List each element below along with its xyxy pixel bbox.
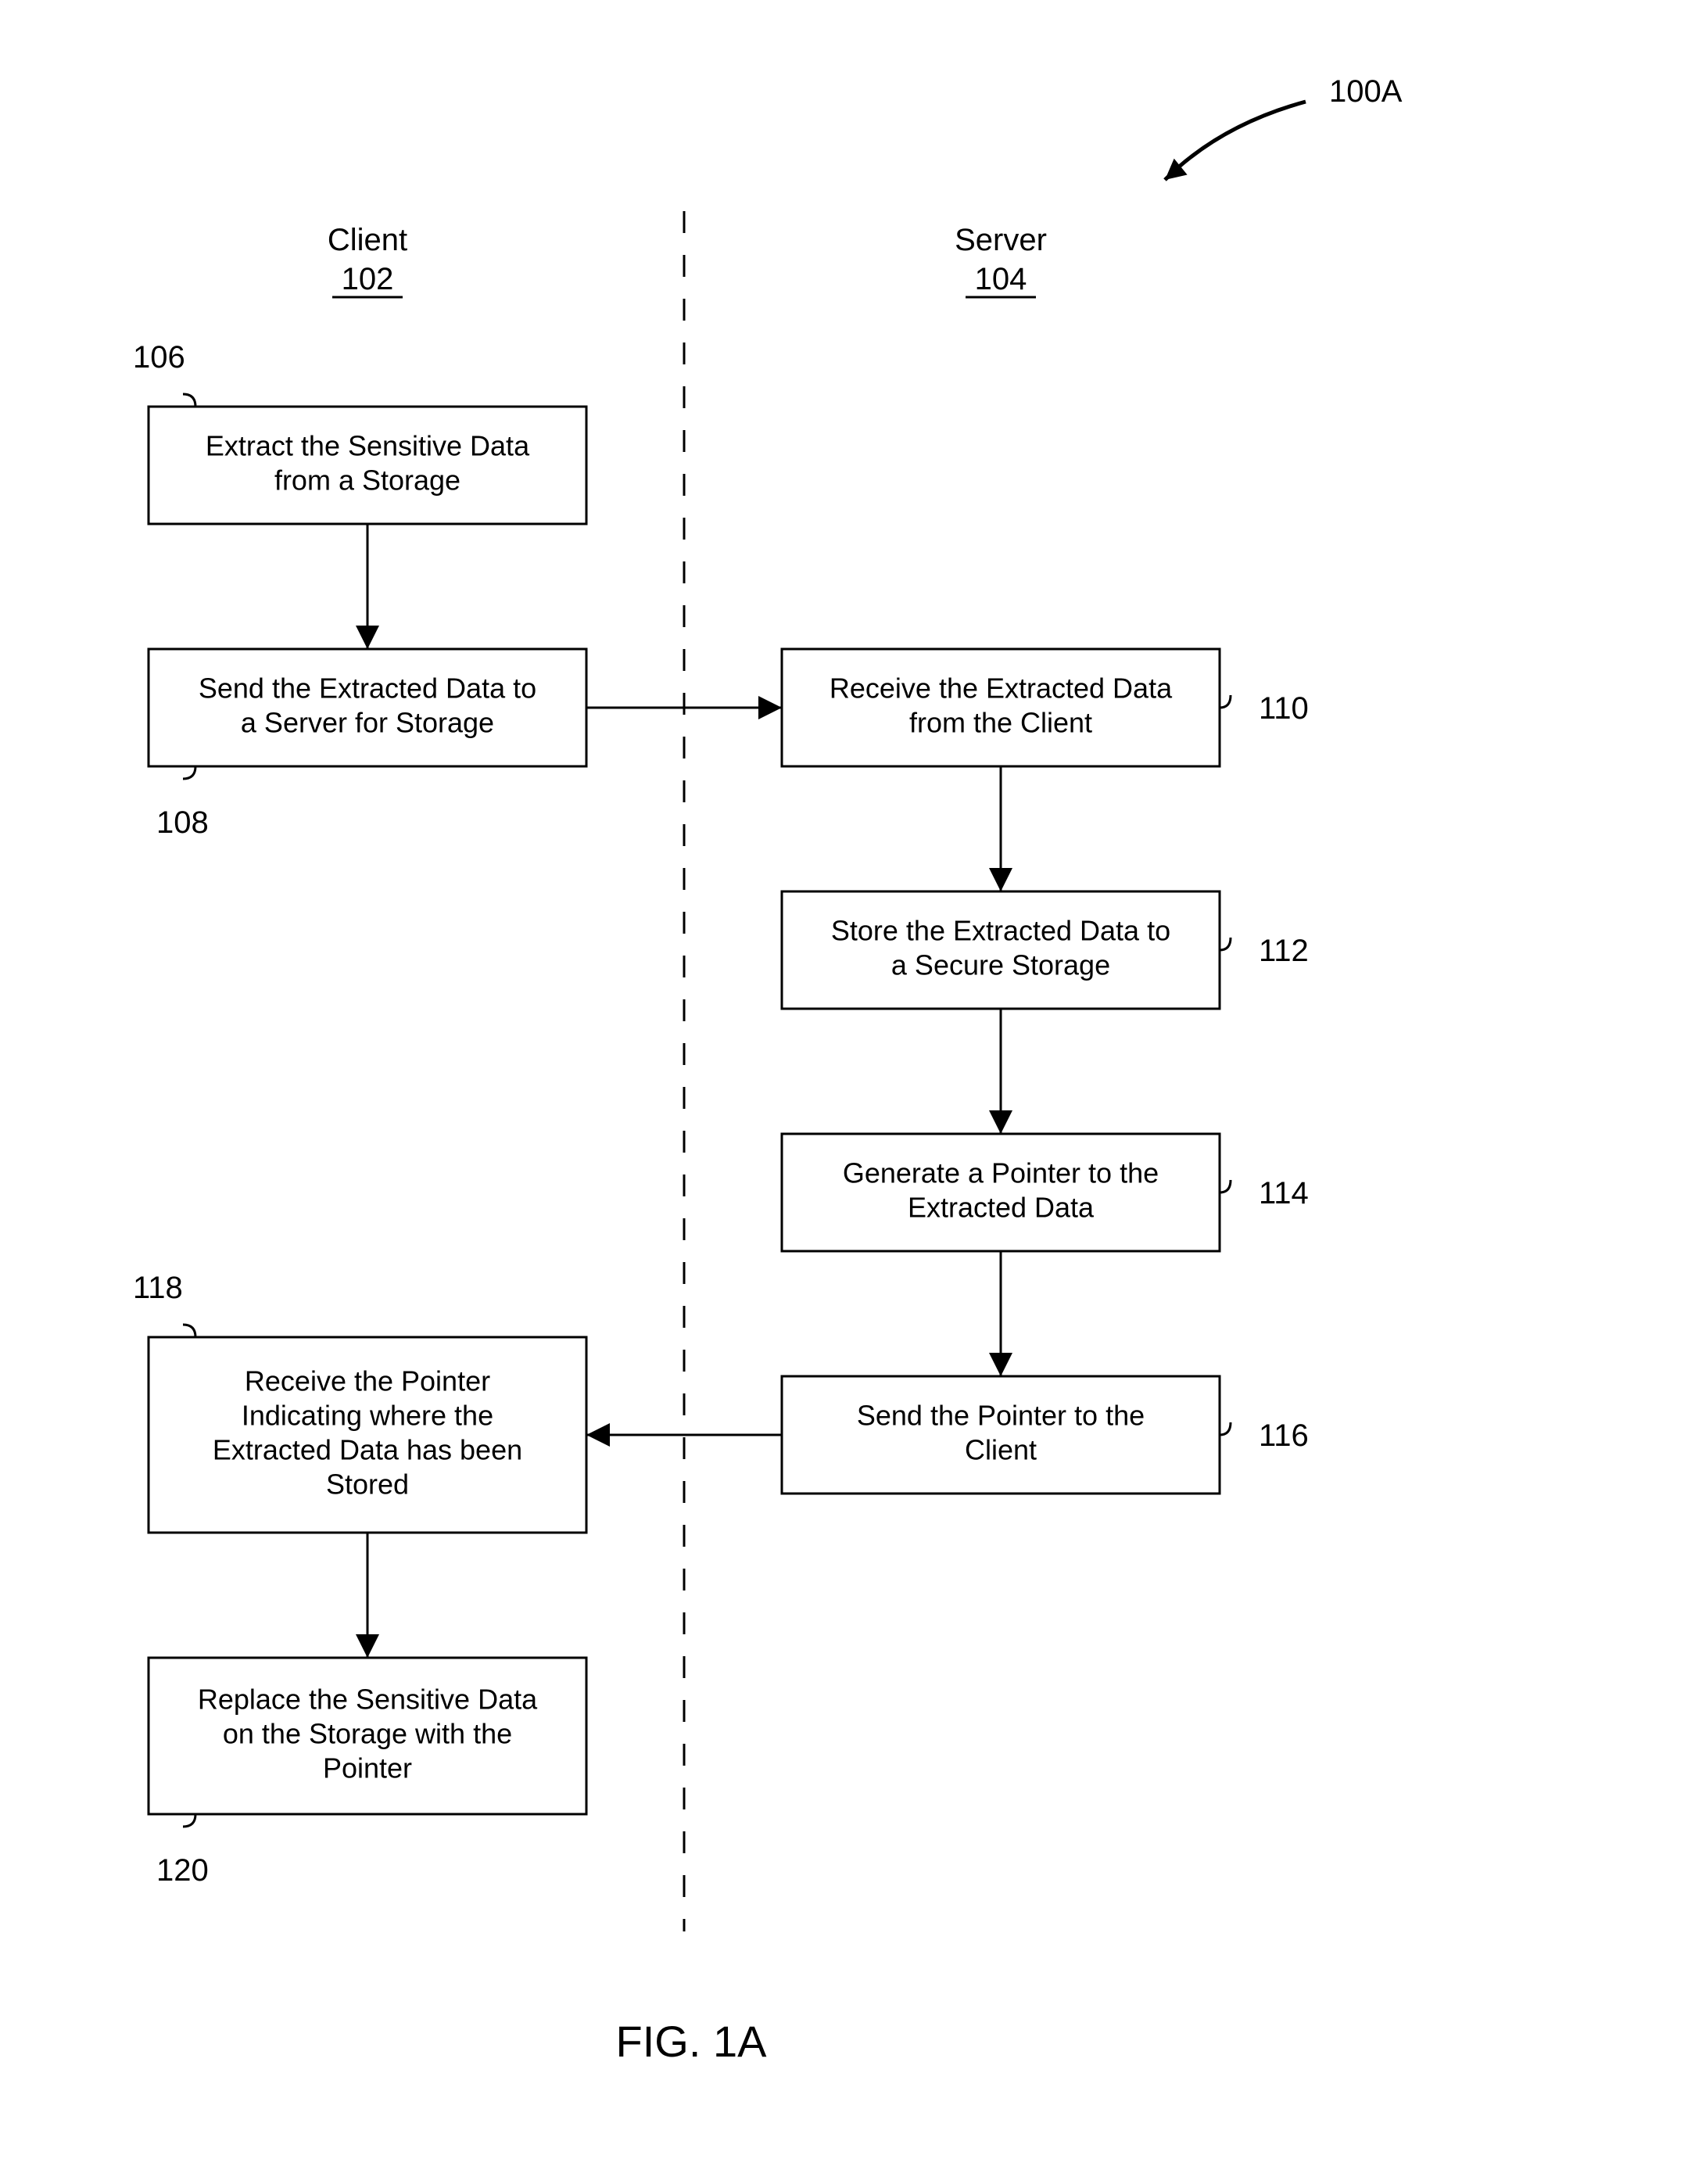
flow-box-text: from a Storage bbox=[274, 464, 460, 497]
figure-ref-arrow bbox=[1165, 102, 1306, 180]
flow-box-text: on the Storage with the bbox=[223, 1718, 512, 1750]
ref-tick bbox=[183, 1325, 195, 1337]
flow-box-120: Replace the Sensitive Dataon the Storage… bbox=[149, 1658, 586, 1814]
ref-tick bbox=[183, 766, 195, 779]
client-column-ref: 102 bbox=[342, 262, 394, 296]
ref-number: 116 bbox=[1259, 1418, 1309, 1453]
client-column-label: Client bbox=[328, 223, 407, 257]
flow-box-text: Receive the Extracted Data bbox=[830, 672, 1173, 705]
server-column-label: Server bbox=[955, 223, 1047, 257]
ref-tick bbox=[1220, 1180, 1231, 1192]
flow-box-text: Pointer bbox=[323, 1752, 412, 1784]
flow-box-108: Send the Extracted Data toa Server for S… bbox=[149, 649, 586, 766]
flow-box-text: Extracted Data bbox=[908, 1192, 1095, 1224]
flow-box-116: Send the Pointer to theClient bbox=[782, 1376, 1220, 1494]
flow-box-text: from the Client bbox=[909, 707, 1092, 739]
ref-number: 120 bbox=[156, 1853, 209, 1888]
ref-number: 108 bbox=[156, 805, 209, 840]
flow-box-text: Send the Pointer to the bbox=[857, 1400, 1145, 1432]
figure-caption: FIG. 1A bbox=[616, 2017, 768, 2066]
flow-box-text: Client bbox=[965, 1434, 1037, 1466]
ref-number: 110 bbox=[1259, 691, 1309, 726]
flow-box-106: Extract the Sensitive Datafrom a Storage bbox=[149, 407, 586, 524]
ref-number: 114 bbox=[1259, 1176, 1309, 1210]
flow-box-text: Generate a Pointer to the bbox=[843, 1157, 1159, 1189]
flow-box-112: Store the Extracted Data toa Secure Stor… bbox=[782, 891, 1220, 1009]
flow-box-text: Receive the Pointer bbox=[245, 1365, 490, 1397]
flow-box-118: Receive the PointerIndicating where theE… bbox=[149, 1337, 586, 1533]
ref-tick bbox=[183, 1814, 195, 1827]
flow-box-text: Stored bbox=[326, 1469, 409, 1501]
ref-tick bbox=[183, 394, 195, 407]
flow-box-text: Indicating where the bbox=[242, 1400, 493, 1432]
flow-box-text: Extracted Data has been bbox=[213, 1434, 522, 1466]
flow-box-text: Extract the Sensitive Data bbox=[206, 430, 530, 462]
ref-number: 112 bbox=[1259, 934, 1309, 968]
flow-box-text: a Server for Storage bbox=[241, 707, 494, 739]
ref-tick bbox=[1220, 938, 1231, 950]
ref-tick bbox=[1220, 695, 1231, 708]
flow-box-text: Replace the Sensitive Data bbox=[198, 1684, 538, 1716]
ref-tick bbox=[1220, 1422, 1231, 1435]
flow-box-text: Store the Extracted Data to bbox=[831, 915, 1170, 947]
flow-box-text: a Secure Storage bbox=[891, 949, 1110, 981]
figure-ref-label: 100A bbox=[1329, 74, 1403, 109]
ref-number: 106 bbox=[133, 340, 185, 375]
flow-box-text: Send the Extracted Data to bbox=[199, 672, 536, 705]
flowchart-svg: 100A Client 102 Server 104 Extract the Sensit… bbox=[0, 0, 1695, 2184]
server-column-ref: 104 bbox=[975, 262, 1027, 296]
flow-box-110: Receive the Extracted Datafrom the Clien… bbox=[782, 649, 1220, 766]
flow-box-114: Generate a Pointer to theExtracted Data bbox=[782, 1134, 1220, 1251]
ref-number: 118 bbox=[133, 1271, 183, 1305]
